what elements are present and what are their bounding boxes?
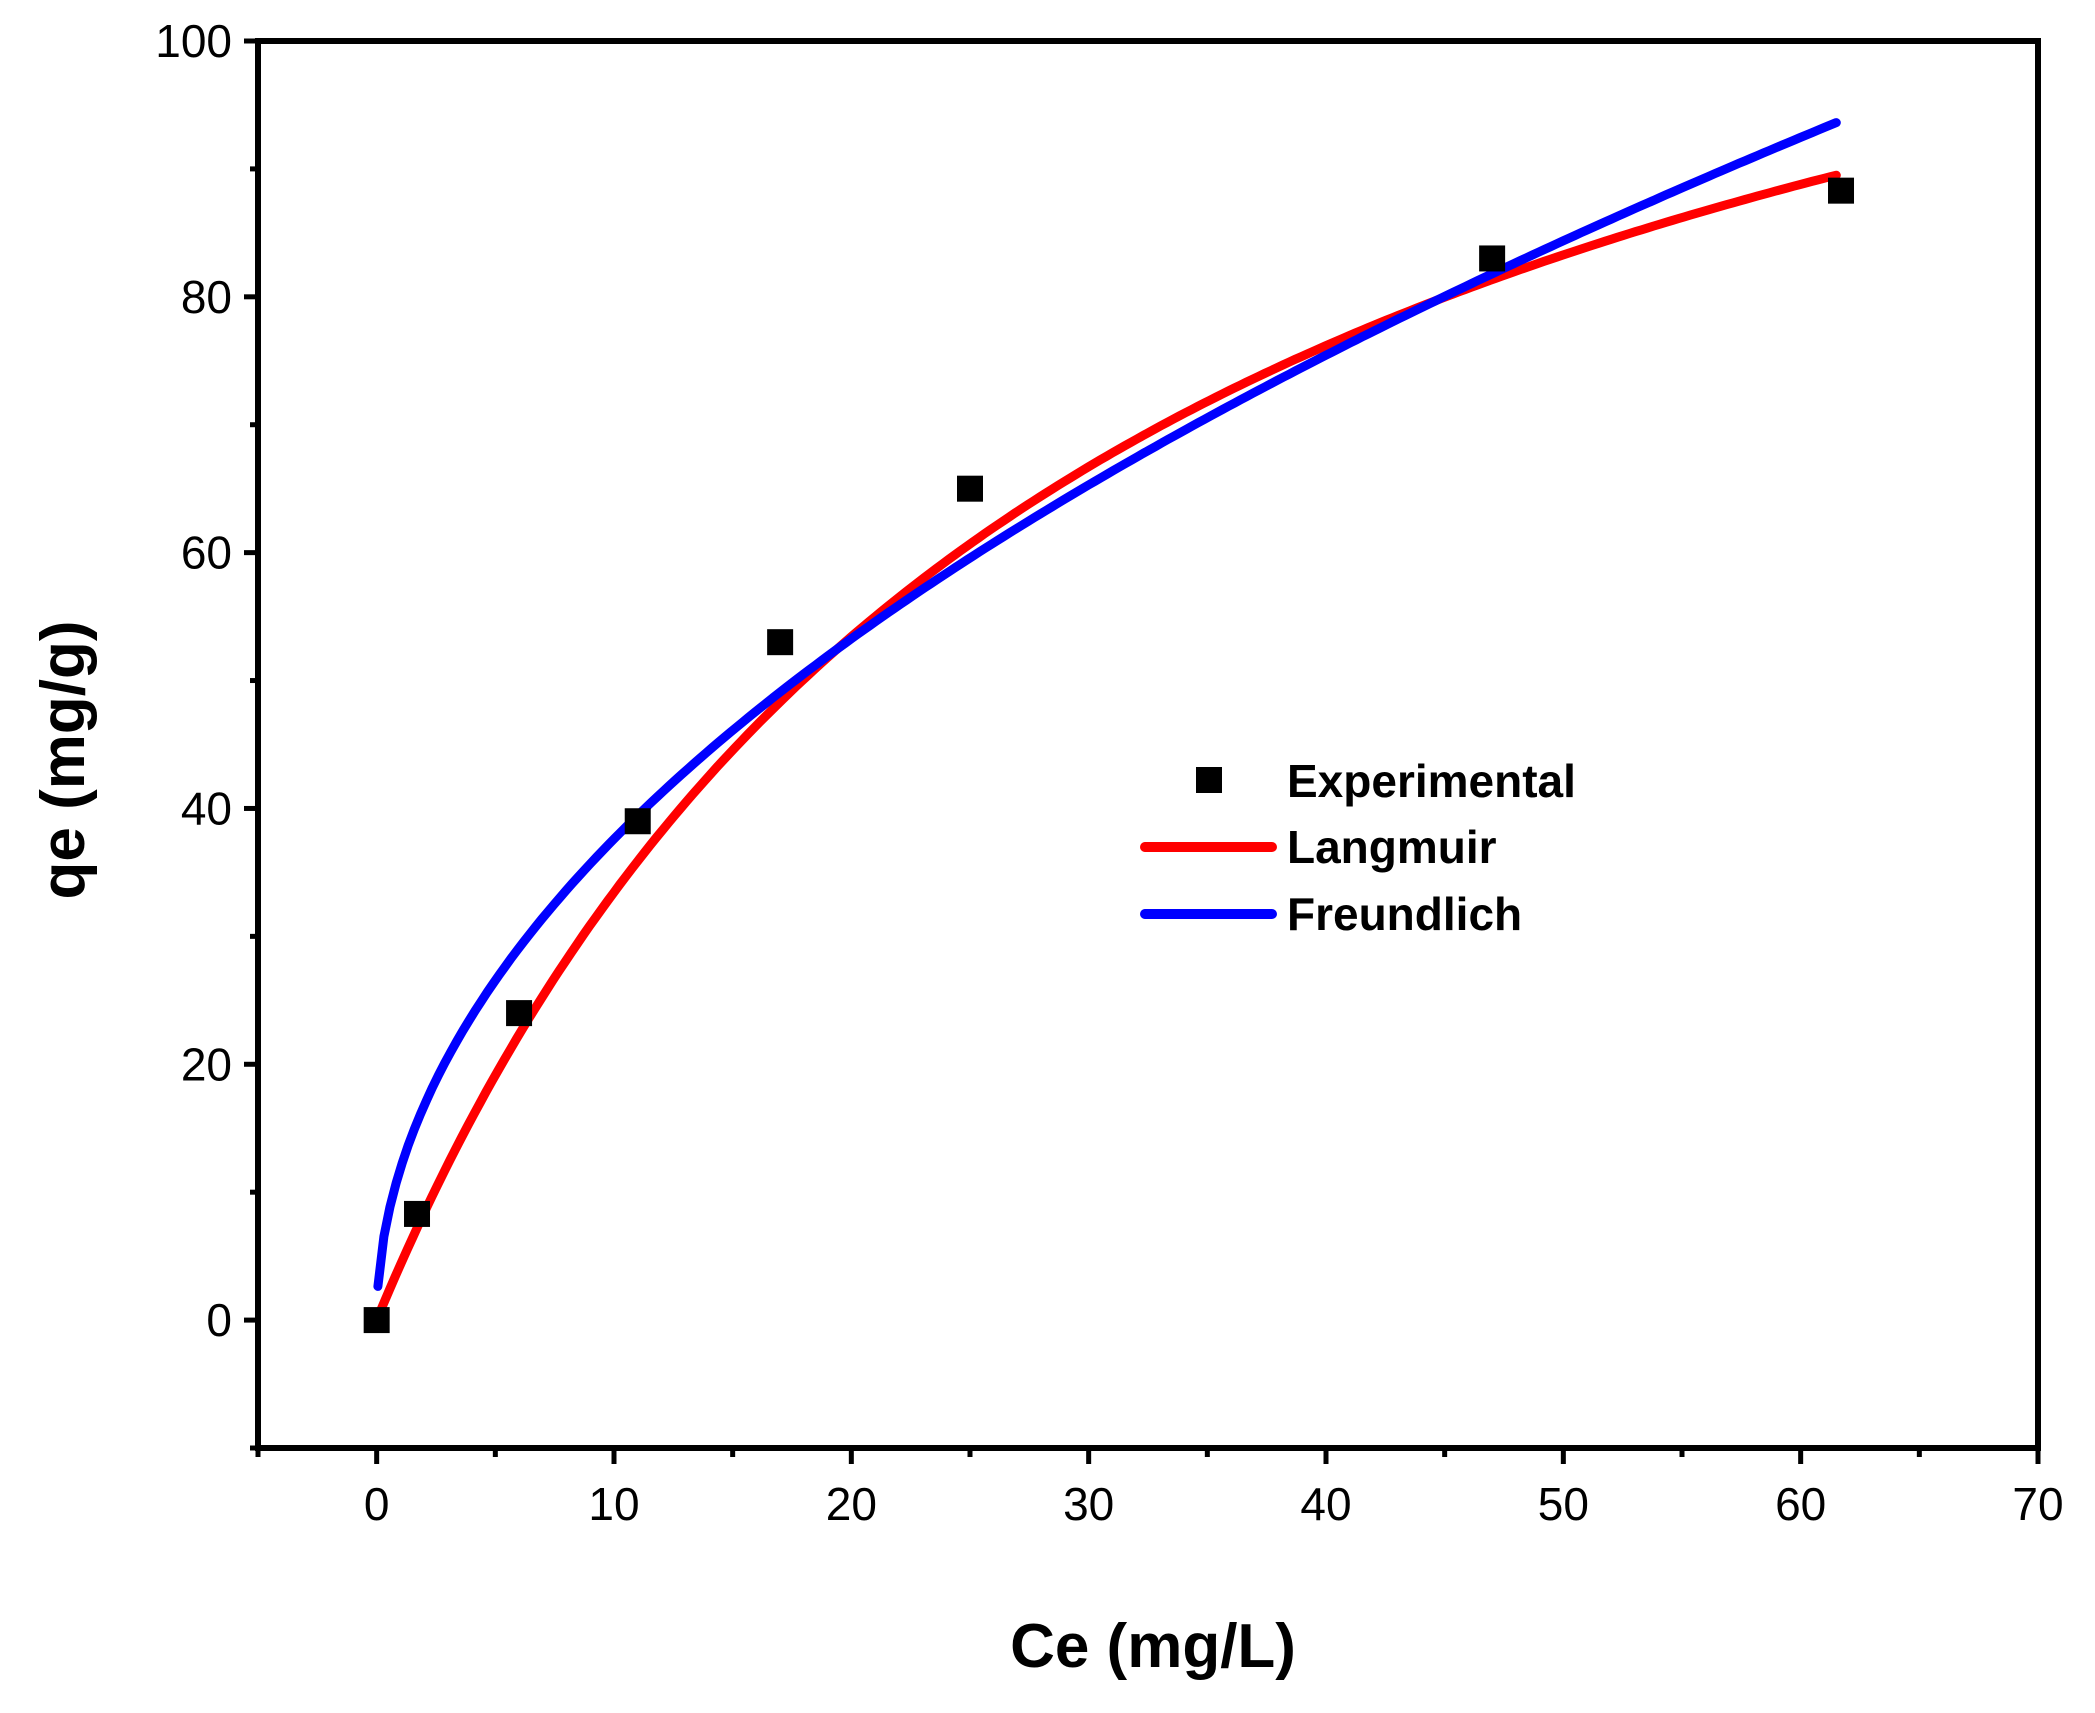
data-point — [404, 1200, 431, 1227]
data-point — [624, 808, 651, 835]
data-point — [957, 475, 983, 502]
x-tick-label: 40 — [1300, 1478, 1351, 1530]
series-line-langmuir — [372, 170, 1841, 1325]
x-tick-label: 70 — [2012, 1478, 2063, 1530]
plot-frame — [255, 38, 2041, 1451]
data-point — [363, 1307, 390, 1334]
y-tick-label: 20 — [181, 1038, 232, 1090]
series-line-freundlich — [373, 118, 1841, 1291]
y-tick-label: 40 — [181, 782, 232, 834]
y-axis-title: qe (mg/g) — [29, 621, 98, 900]
x-tick-label: 30 — [1063, 1478, 1114, 1530]
x-tick-label: 0 — [364, 1478, 390, 1530]
x-axis: 0 10 20 30 40 50 60 70 — [255, 1448, 2064, 1530]
y-tick-label: 80 — [181, 271, 232, 323]
x-tick-label: 60 — [1775, 1478, 1826, 1530]
x-tick-label: 50 — [1538, 1478, 1589, 1530]
legend-marker-experimental — [1196, 767, 1222, 793]
legend-label-experimental: Experimental — [1287, 755, 1576, 807]
data-point — [506, 1000, 533, 1027]
data-point — [767, 629, 794, 656]
legend-label-langmuir: Langmuir — [1287, 821, 1497, 873]
y-axis: 0 20 40 60 80 100 — [155, 15, 258, 1451]
legend: Experimental Langmuir Freundlich — [1140, 755, 1576, 940]
legend-label-freundlich: Freundlich — [1287, 888, 1522, 940]
y-tick-label: 0 — [206, 1294, 232, 1346]
data-point — [1479, 245, 1506, 272]
x-tick-label: 10 — [588, 1478, 639, 1530]
x-tick-label: 20 — [826, 1478, 877, 1530]
series-layer — [363, 118, 1855, 1334]
y-tick-label: 100 — [155, 15, 232, 67]
y-tick-label: 60 — [181, 527, 232, 579]
x-axis-title: Ce (mg/L) — [1010, 1612, 1296, 1681]
data-point — [1828, 177, 1855, 204]
